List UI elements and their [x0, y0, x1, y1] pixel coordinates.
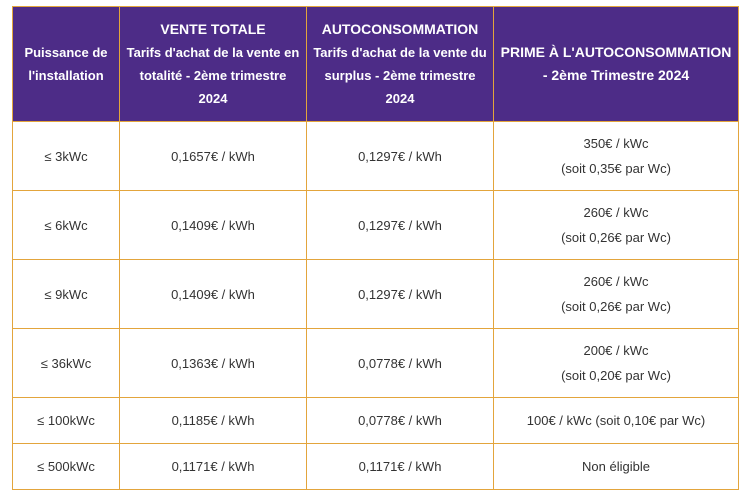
header-power: Puissance de l'installation — [12, 6, 120, 122]
cell-power: ≤ 500kWc — [12, 443, 120, 490]
table-row: ≤ 3kWc 0,1657€ / kWh 0,1297€ / kWh 350€ … — [12, 121, 739, 191]
cell-vente: 0,1409€ / kWh — [119, 190, 307, 260]
cell-power: ≤ 9kWc — [12, 259, 120, 329]
cell-vente: 0,1185€ / kWh — [119, 397, 307, 444]
cell-prime-line1: 260€ / kWc — [583, 205, 649, 220]
cell-prime-line1: Non éligible — [582, 459, 650, 474]
cell-power: ≤ 36kWc — [12, 328, 120, 398]
cell-autoconso: 0,1297€ / kWh — [306, 121, 494, 191]
cell-prime-line2: (soit 0,26€ par Wc) — [561, 230, 671, 245]
cell-vente: 0,1409€ / kWh — [119, 259, 307, 329]
cell-prime-line1: 200€ / kWc — [583, 343, 649, 358]
table-row: ≤ 9kWc 0,1409€ / kWh 0,1297€ / kWh 260€ … — [12, 259, 739, 329]
cell-prime: 260€ / kWc (soit 0,26€ par Wc) — [493, 259, 739, 329]
cell-prime-line2: (soit 0,26€ par Wc) — [561, 299, 671, 314]
header-autoconso-subtitle: Tarifs d'achat de la vente du surplus - … — [313, 45, 487, 106]
cell-vente: 0,1657€ / kWh — [119, 121, 307, 191]
cell-prime-line1: 100€ / kWc (soit 0,10€ par Wc) — [526, 413, 706, 428]
cell-vente: 0,1171€ / kWh — [119, 443, 307, 490]
header-vente-totale: VENTE TOTALE Tarifs d'achat de la vente … — [119, 6, 307, 122]
table-header: Puissance de l'installation VENTE TOTALE… — [12, 6, 739, 122]
header-prime-title: PRIME À L'AUTOCONSOMMATION - 2ème Trimes… — [500, 44, 732, 83]
cell-power: ≤ 6kWc — [12, 190, 120, 260]
cell-prime-line1: 260€ / kWc — [583, 274, 649, 289]
header-power-label: Puissance de l'installation — [24, 45, 108, 83]
cell-prime-line2: (soit 0,20€ par Wc) — [561, 368, 671, 383]
header-prime: PRIME À L'AUTOCONSOMMATION - 2ème Trimes… — [493, 6, 739, 122]
table-body: ≤ 3kWc 0,1657€ / kWh 0,1297€ / kWh 350€ … — [12, 121, 739, 490]
cell-power: ≤ 3kWc — [12, 121, 120, 191]
cell-prime-line1: 350€ / kWc — [583, 136, 649, 151]
header-autoconsommation: AUTOCONSOMMATION Tarifs d'achat de la ve… — [306, 6, 494, 122]
cell-prime: Non éligible — [493, 443, 739, 490]
cell-autoconso: 0,0778€ / kWh — [306, 397, 494, 444]
cell-autoconso: 0,0778€ / kWh — [306, 328, 494, 398]
tariff-table: Puissance de l'installation VENTE TOTALE… — [12, 6, 739, 490]
cell-power: ≤ 100kWc — [12, 397, 120, 444]
cell-prime: 260€ / kWc (soit 0,26€ par Wc) — [493, 190, 739, 260]
table-row: ≤ 6kWc 0,1409€ / kWh 0,1297€ / kWh 260€ … — [12, 190, 739, 260]
cell-prime-line2: (soit 0,35€ par Wc) — [561, 161, 671, 176]
header-row: Puissance de l'installation VENTE TOTALE… — [12, 6, 739, 122]
header-autoconso-title: AUTOCONSOMMATION — [321, 21, 479, 37]
header-vente-title: VENTE TOTALE — [160, 21, 266, 37]
cell-autoconso: 0,1297€ / kWh — [306, 259, 494, 329]
cell-autoconso: 0,1171€ / kWh — [306, 443, 494, 490]
cell-prime: 350€ / kWc (soit 0,35€ par Wc) — [493, 121, 739, 191]
cell-autoconso: 0,1297€ / kWh — [306, 190, 494, 260]
cell-vente: 0,1363€ / kWh — [119, 328, 307, 398]
table-row: ≤ 100kWc 0,1185€ / kWh 0,0778€ / kWh 100… — [12, 397, 739, 444]
table-row: ≤ 36kWc 0,1363€ / kWh 0,0778€ / kWh 200€… — [12, 328, 739, 398]
table-row: ≤ 500kWc 0,1171€ / kWh 0,1171€ / kWh Non… — [12, 443, 739, 490]
header-vente-subtitle: Tarifs d'achat de la vente en totalité -… — [126, 45, 300, 106]
cell-prime: 200€ / kWc (soit 0,20€ par Wc) — [493, 328, 739, 398]
cell-prime: 100€ / kWc (soit 0,10€ par Wc) — [493, 397, 739, 444]
